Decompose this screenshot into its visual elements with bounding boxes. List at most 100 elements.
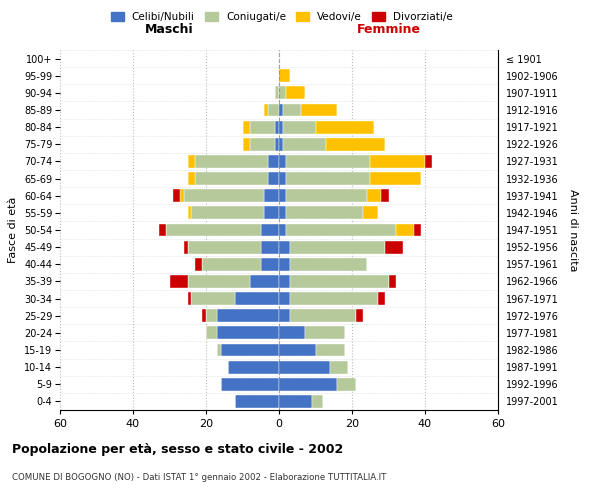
Bar [279,70,290,82]
Bar [363,206,377,220]
Bar [279,326,305,340]
Bar [279,240,290,254]
Y-axis label: Anni di nascita: Anni di nascita [568,188,578,271]
Bar [370,172,421,185]
Bar [286,224,396,236]
Bar [414,224,421,236]
Bar [279,104,283,117]
Bar [268,172,279,185]
Bar [370,155,425,168]
Bar [385,240,403,254]
Bar [381,190,389,202]
Bar [235,395,279,408]
Bar [265,206,279,220]
Bar [279,292,290,305]
Bar [337,378,356,390]
Bar [279,310,290,322]
Bar [316,120,374,134]
Bar [188,206,191,220]
Bar [261,224,279,236]
Bar [228,360,279,374]
Bar [261,240,279,254]
Bar [425,155,432,168]
Bar [290,292,377,305]
Bar [250,275,279,288]
Bar [188,275,250,288]
Bar [279,275,290,288]
Bar [242,120,250,134]
Bar [330,360,349,374]
Bar [279,86,286,100]
Bar [184,190,265,202]
Bar [389,275,396,288]
Bar [191,206,265,220]
Legend: Celibi/Nubili, Coniugati/e, Vedovi/e, Divorziati/e: Celibi/Nubili, Coniugati/e, Vedovi/e, Di… [107,8,457,26]
Bar [283,104,301,117]
Bar [188,240,261,254]
Bar [242,138,250,150]
Bar [367,190,381,202]
Bar [279,155,286,168]
Bar [279,120,283,134]
Text: COMUNE DI BOGOGNO (NO) - Dati ISTAT 1° gennaio 2002 - Elaborazione TUTTITALIA.IT: COMUNE DI BOGOGNO (NO) - Dati ISTAT 1° g… [12,472,386,482]
Bar [250,138,275,150]
Bar [217,310,279,322]
Bar [202,310,206,322]
Bar [217,344,221,356]
Bar [290,258,367,270]
Bar [268,155,279,168]
Bar [275,138,279,150]
Bar [206,326,217,340]
Bar [261,258,279,270]
Bar [275,120,279,134]
Text: Maschi: Maschi [145,24,194,36]
Bar [268,104,279,117]
Bar [286,206,363,220]
Bar [166,224,261,236]
Bar [283,120,316,134]
Bar [217,326,279,340]
Bar [286,86,305,100]
Bar [279,395,312,408]
Bar [326,138,385,150]
Bar [316,344,344,356]
Bar [279,206,286,220]
Bar [356,310,363,322]
Bar [279,360,330,374]
Bar [279,378,337,390]
Bar [235,292,279,305]
Bar [279,224,286,236]
Bar [290,240,385,254]
Bar [275,86,279,100]
Text: Popolazione per età, sesso e stato civile - 2002: Popolazione per età, sesso e stato civil… [12,442,343,456]
Bar [195,155,268,168]
Bar [250,120,275,134]
Bar [188,155,195,168]
Bar [279,172,286,185]
Bar [290,310,356,322]
Bar [290,275,389,288]
Bar [195,258,202,270]
Bar [221,344,279,356]
Bar [305,326,345,340]
Bar [173,190,181,202]
Bar [170,275,188,288]
Bar [221,378,279,390]
Bar [279,138,283,150]
Bar [279,190,286,202]
Bar [191,292,235,305]
Bar [202,258,261,270]
Bar [206,310,217,322]
Bar [265,190,279,202]
Bar [188,292,191,305]
Bar [396,224,414,236]
Bar [286,155,370,168]
Bar [377,292,385,305]
Bar [181,190,184,202]
Bar [279,344,316,356]
Bar [158,224,166,236]
Bar [279,258,290,270]
Bar [188,172,195,185]
Bar [312,395,323,408]
Y-axis label: Fasce di età: Fasce di età [8,197,19,263]
